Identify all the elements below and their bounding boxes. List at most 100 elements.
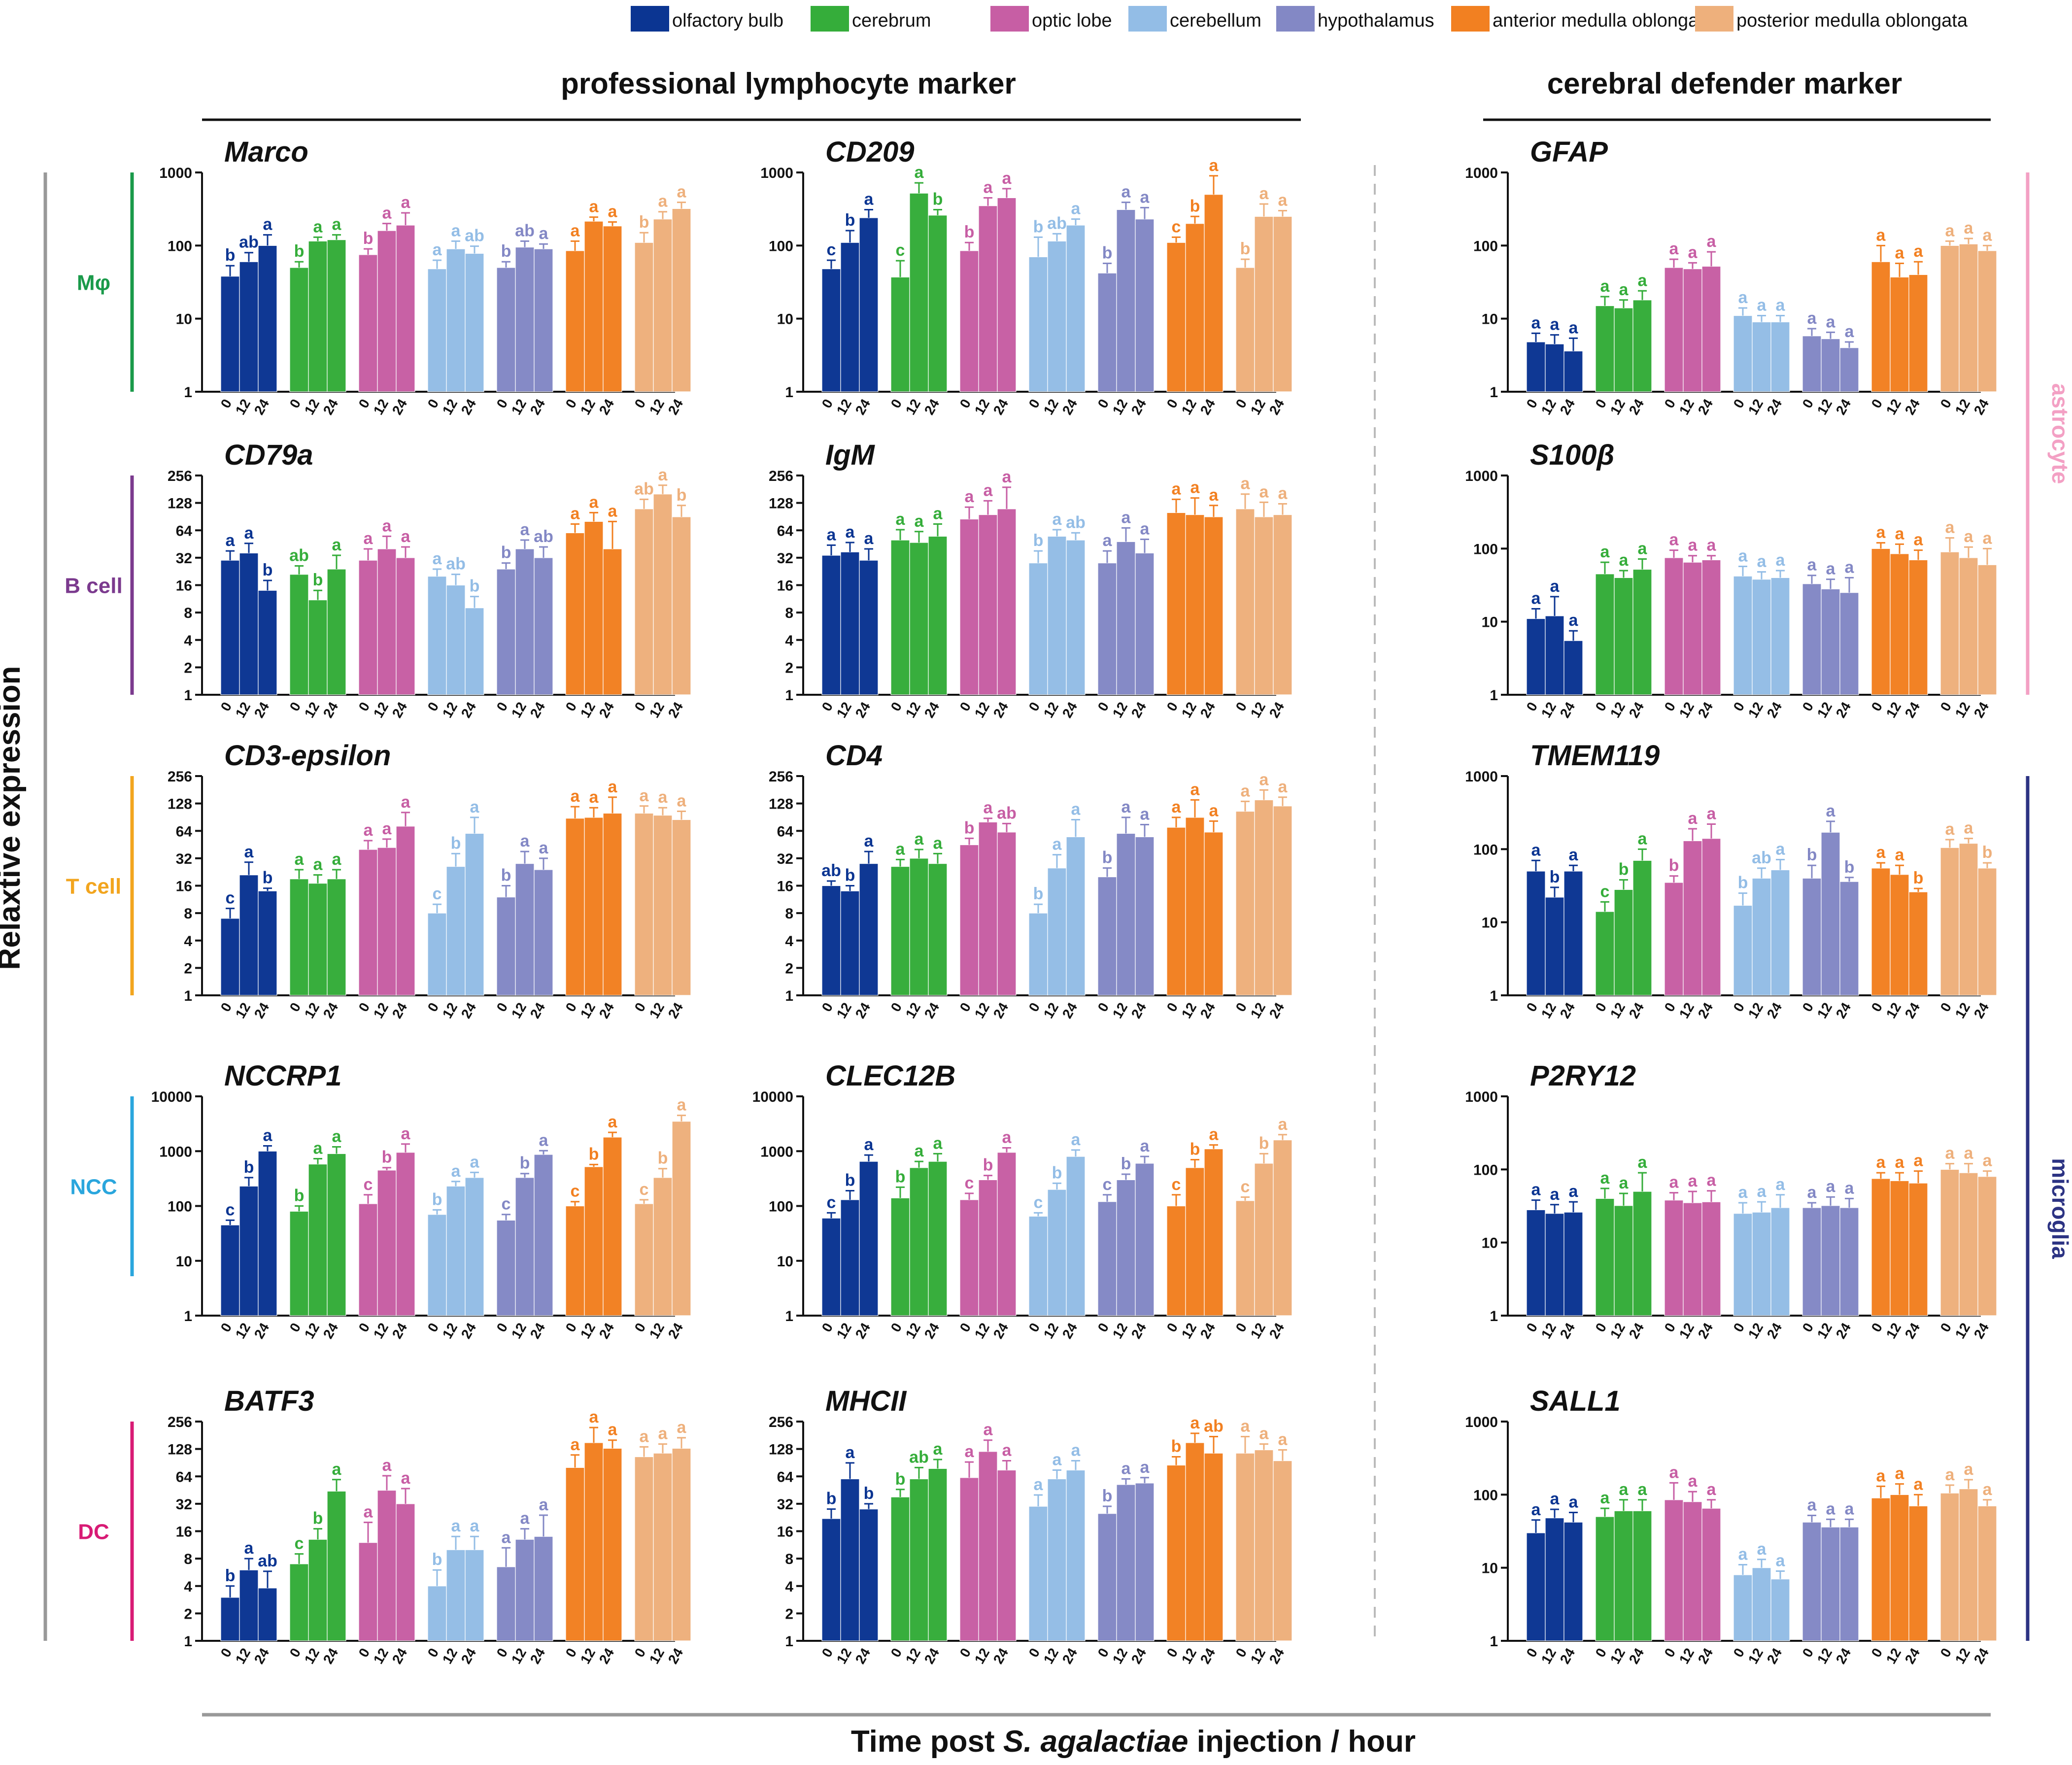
significance-letter: a (364, 529, 374, 548)
significance-letter: a (984, 178, 993, 197)
bar (1185, 514, 1205, 695)
bar (1632, 860, 1652, 996)
significance-letter: ab (909, 1448, 929, 1466)
significance-letter: a (1121, 798, 1131, 816)
bar (1028, 256, 1048, 392)
x-tick-label: 12 (972, 700, 992, 720)
bar (1254, 1449, 1274, 1641)
y-tick-label: 100 (1473, 1487, 1498, 1503)
x-tick-label: 12 (1952, 700, 1973, 720)
significance-letter: a (864, 832, 874, 850)
legend-swatch (1276, 6, 1315, 32)
x-tick-label: 12 (1952, 1000, 1973, 1021)
x-tick-label: 24 (1059, 699, 1081, 720)
x-tick-label: 24 (251, 699, 272, 720)
bar (1204, 1453, 1223, 1641)
y-tick-label: 16 (777, 1524, 793, 1540)
x-tick-label: 24 (1833, 1320, 1854, 1341)
bar (1028, 913, 1048, 996)
x-tick-label: 12 (1607, 1000, 1628, 1021)
bar (358, 254, 378, 392)
x-tick-label: 12 (302, 1646, 322, 1666)
bar (289, 879, 309, 996)
x-tick-label: 24 (1059, 396, 1081, 417)
bar (584, 817, 604, 996)
bar (584, 1442, 604, 1641)
bar (1166, 827, 1186, 996)
bar (603, 1448, 622, 1641)
bar (1839, 1207, 1859, 1316)
x-tick-label: 0 (356, 700, 373, 714)
significance-letter: b (1102, 244, 1113, 263)
bar (840, 1478, 860, 1641)
x-tick-label: 0 (1593, 700, 1610, 714)
significance-letter: a (1707, 805, 1717, 823)
significance-letter: c (965, 1174, 974, 1192)
bar (1977, 564, 1997, 695)
x-tick-label: 12 (1952, 397, 1973, 417)
significance-letter: ab (289, 546, 309, 565)
significance-letter: a (608, 203, 618, 221)
bar (928, 1468, 948, 1641)
x-tick-label: 24 (458, 1320, 479, 1341)
bar (959, 1199, 979, 1316)
significance-letter: a (382, 516, 392, 535)
significance-letter: a (1876, 226, 1886, 244)
x-tick-label: 12 (1883, 1000, 1904, 1021)
x-tick-label: 24 (1557, 1320, 1578, 1341)
bar (1701, 559, 1721, 695)
y-tick-label: 10 (1482, 915, 1498, 931)
x-tick-label: 24 (1971, 1000, 1992, 1021)
y-tick-label: 10000 (752, 1089, 793, 1105)
y-tick-label: 10 (777, 311, 793, 328)
bar (239, 875, 259, 996)
significance-letter: b (1190, 1140, 1200, 1158)
x-tick-label: 0 (1662, 1000, 1679, 1015)
x-tick-label: 12 (903, 700, 923, 720)
chart-title: P2RY12 (1530, 1060, 1636, 1092)
bar (1977, 1505, 1997, 1641)
significance-letter: a (1002, 1441, 1012, 1460)
significance-letter: b (826, 1490, 837, 1508)
significance-letter: a (1707, 1171, 1717, 1190)
y-tick-label: 256 (769, 468, 793, 484)
bar (859, 217, 879, 392)
significance-letter: a (589, 1408, 599, 1426)
y-tick-label: 128 (168, 796, 192, 813)
chart-title: TMEM119 (1530, 740, 1660, 772)
significance-letter: a (1669, 1463, 1679, 1482)
significance-letter: a (1619, 280, 1629, 299)
x-tick-label: 12 (972, 397, 992, 417)
chart-mhcii: MHCII1248163264128256b0a12b24b0ab12a24a0… (769, 1385, 1292, 1666)
significance-letter: a (470, 1517, 480, 1535)
y-tick-label: 256 (168, 1414, 192, 1430)
significance-letter: a (401, 793, 411, 812)
x-tick-label: 0 (425, 700, 442, 714)
bar (859, 1161, 879, 1316)
charts: Marco1101001000b0ab12a24b0a12a24b0a12a24… (151, 136, 1997, 1666)
significance-letter: a (1826, 802, 1836, 820)
bar (1595, 1198, 1615, 1316)
significance-letter: a (1190, 780, 1200, 799)
bar (1977, 868, 1997, 996)
significance-letter: a (1190, 1414, 1200, 1432)
significance-letter: b (501, 543, 511, 562)
x-tick-label: 24 (1197, 1320, 1219, 1341)
bar (465, 1549, 484, 1641)
bar (1166, 512, 1186, 695)
bar (465, 1177, 484, 1316)
x-tick-label: 24 (1128, 1645, 1150, 1666)
x-tick-label: 0 (1233, 1000, 1250, 1015)
significance-letter: a (571, 505, 580, 523)
significance-letter: a (1278, 1430, 1288, 1449)
x-tick-label: 12 (1179, 1000, 1199, 1021)
significance-letter: a (1569, 611, 1579, 630)
significance-letter: a (470, 798, 480, 816)
x-tick-label: 24 (1626, 396, 1647, 417)
x-tick-label: 0 (287, 700, 304, 714)
y-tick-label: 32 (176, 1496, 192, 1513)
bar (1802, 583, 1822, 695)
x-tick-label: 12 (834, 397, 854, 417)
legend-label: anterior medulla oblongata (1493, 10, 1715, 31)
bar (1871, 1497, 1891, 1641)
